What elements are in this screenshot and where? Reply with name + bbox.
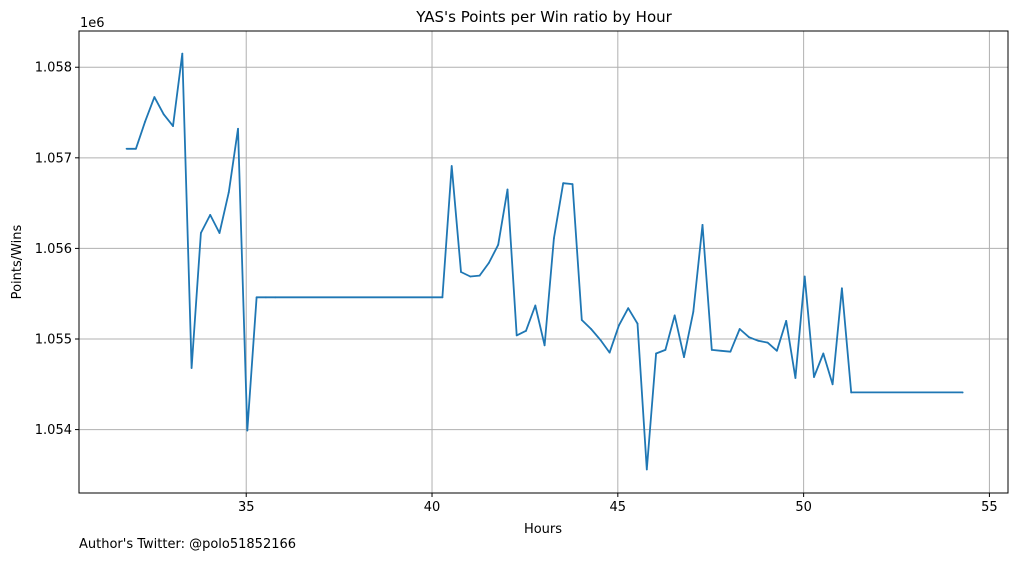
data-point <box>441 296 444 299</box>
data-point <box>506 188 509 191</box>
data-point <box>803 275 806 278</box>
y-tick-label: 1.057 <box>35 151 72 166</box>
data-point <box>525 329 527 332</box>
data-point <box>961 391 964 394</box>
data-point <box>627 307 630 310</box>
data-point <box>645 468 648 471</box>
data-point <box>636 322 639 325</box>
y-tick-label: 1.054 <box>35 423 72 438</box>
data-point <box>580 319 583 321</box>
data-point <box>450 165 453 167</box>
y-tick-label: 1.055 <box>35 333 72 348</box>
data-point <box>469 275 472 278</box>
data-point <box>664 348 667 351</box>
y-axis-label: Points/Wins <box>10 224 25 299</box>
data-point <box>265 296 267 299</box>
chart-title: YAS's Points per Win ratio by Hour <box>415 8 672 26</box>
data-point <box>246 429 249 432</box>
data-point <box>460 271 462 273</box>
data-point <box>274 296 277 299</box>
data-point <box>153 96 156 99</box>
x-tick-label: 35 <box>238 500 255 515</box>
grid-lines <box>79 31 1008 493</box>
data-point <box>794 377 797 379</box>
data-point <box>172 125 174 128</box>
data-point <box>515 334 518 337</box>
data-point <box>766 341 769 344</box>
author-credit: Author's Twitter: @polo51852166 <box>79 537 297 552</box>
data-point <box>162 113 165 116</box>
data-point <box>144 120 147 123</box>
data-point <box>571 183 574 185</box>
data-point <box>562 182 565 185</box>
data-point <box>701 223 704 226</box>
y-multiplier-label: 1e6 <box>80 16 105 31</box>
data-point <box>775 349 778 352</box>
data-point <box>785 319 788 322</box>
data-point <box>655 352 657 355</box>
y-tick-label: 1.058 <box>35 61 72 76</box>
data-point <box>227 191 230 194</box>
data-point <box>125 147 128 150</box>
data-point <box>255 296 258 299</box>
data-point <box>710 348 713 351</box>
data-point <box>199 232 202 234</box>
x-axis-label: Hours <box>524 522 562 537</box>
data-point <box>590 328 592 330</box>
data-point <box>608 351 611 354</box>
x-tick-label: 40 <box>424 500 441 515</box>
data-point <box>720 349 723 352</box>
data-point <box>729 350 732 353</box>
data-point <box>831 383 834 386</box>
data-point <box>840 287 843 290</box>
data-point <box>181 52 184 55</box>
data-point <box>553 237 555 240</box>
y-tick-label: 1.056 <box>35 242 72 257</box>
data-point <box>478 274 481 277</box>
data-point <box>822 352 825 355</box>
series-line-0 <box>126 52 963 471</box>
data-point <box>218 232 221 234</box>
plot-frame <box>78 30 1009 494</box>
data-point <box>738 328 741 330</box>
x-tick-label: 45 <box>610 500 627 515</box>
data-point <box>813 376 815 378</box>
data-point <box>692 310 695 313</box>
data-point <box>209 213 212 216</box>
data-point <box>534 304 537 307</box>
data-point <box>134 147 137 150</box>
data-point <box>497 243 500 246</box>
x-tick-label: 55 <box>981 500 998 515</box>
data-point <box>237 127 239 130</box>
data-point <box>683 356 685 359</box>
data-point <box>618 324 620 327</box>
data-point <box>599 339 602 341</box>
data-point <box>673 314 676 317</box>
series-layer <box>125 52 964 471</box>
data-point <box>748 336 750 339</box>
data-point <box>850 391 853 394</box>
data-point <box>487 262 490 264</box>
y-axis: 1.054 1.055 1.056 1.057 1.058 <box>35 61 79 438</box>
x-tick-label: 50 <box>795 500 812 515</box>
data-point <box>757 339 760 342</box>
x-axis: 35 40 45 50 55 <box>238 493 998 515</box>
data-point <box>543 344 546 347</box>
data-point <box>190 367 193 369</box>
